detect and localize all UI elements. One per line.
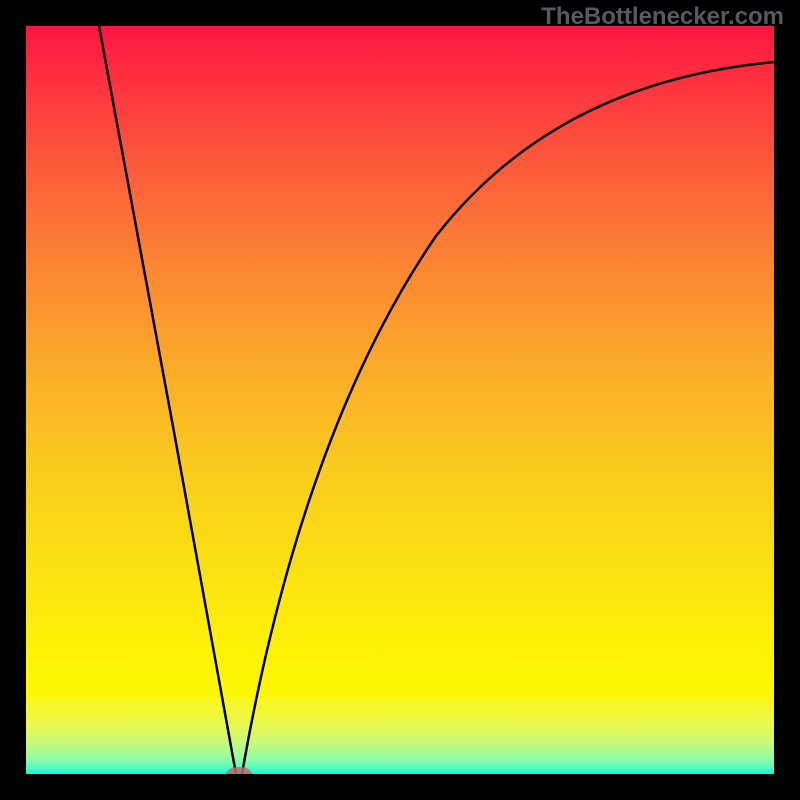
chart-background	[26, 26, 774, 774]
chart-svg	[0, 0, 800, 800]
watermark-text: TheBottlenecker.com	[541, 3, 784, 31]
chart-frame: TheBottlenecker.com	[0, 0, 800, 800]
